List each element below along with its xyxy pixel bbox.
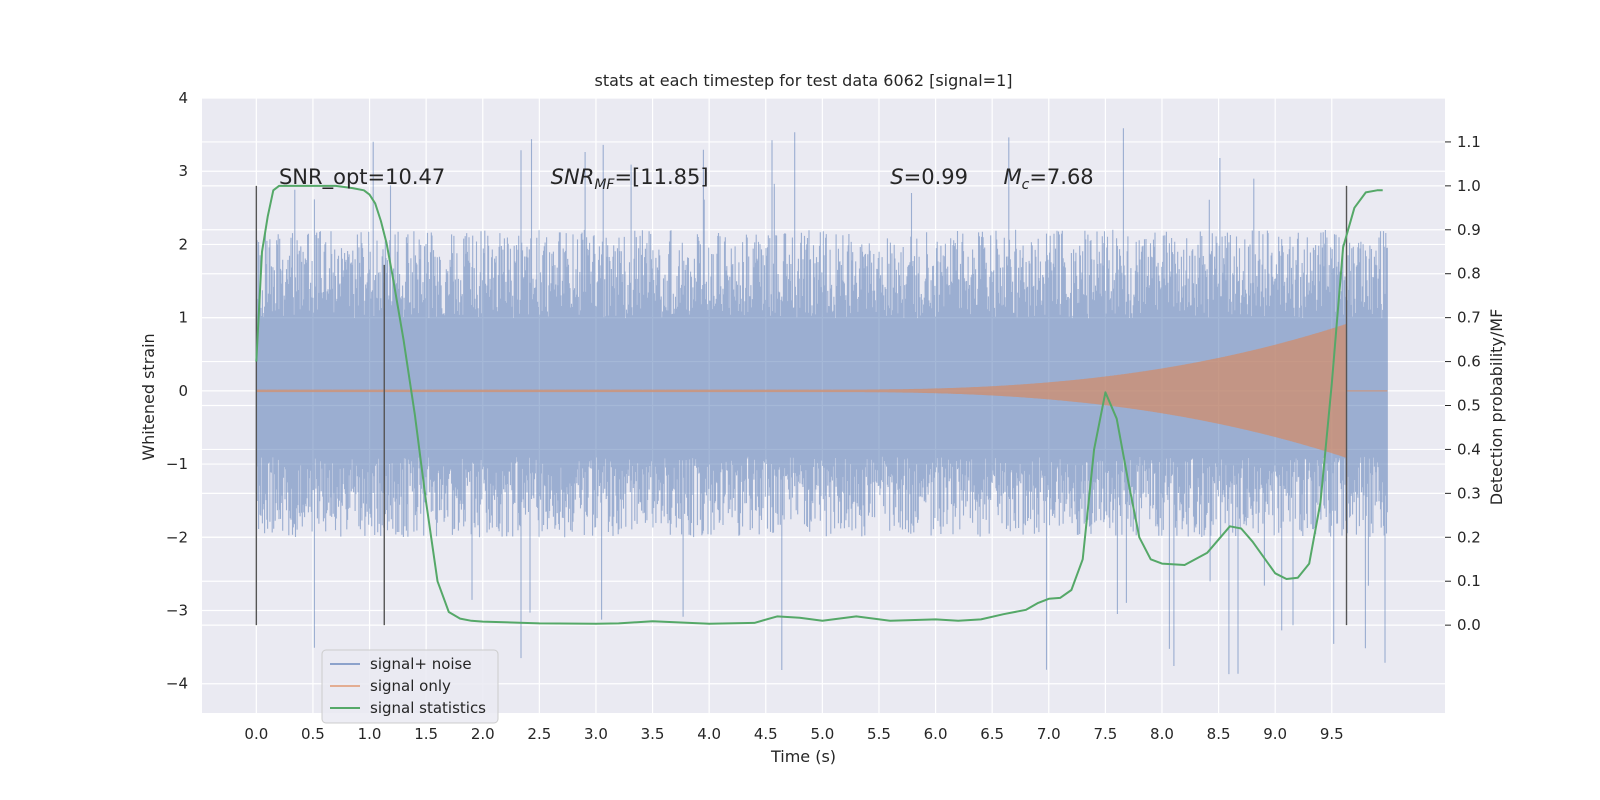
x-tick-label: 6.0: [924, 725, 948, 743]
x-tick-label: 4.5: [754, 725, 778, 743]
annotation: SNRMF=[11.85]: [551, 165, 709, 193]
x-tick-label: 3.0: [584, 725, 608, 743]
x-tick-label: 0.0: [244, 725, 268, 743]
y-tick-label: 3: [178, 162, 188, 180]
y-tick-label: −4: [166, 675, 188, 693]
y-tick-label: 4: [178, 89, 188, 107]
x-tick-label: 2.0: [471, 725, 495, 743]
x-tick-label: 9.5: [1320, 725, 1344, 743]
x-tick-label: 9.0: [1263, 725, 1287, 743]
x-tick-label: 6.5: [980, 725, 1004, 743]
legend-label: signal statistics: [370, 699, 486, 717]
y-tick-label: 2: [178, 235, 188, 253]
y2-tick-label: 0.9: [1457, 221, 1481, 239]
legend-label: signal only: [370, 677, 451, 695]
x-tick-label: 7.0: [1037, 725, 1061, 743]
x-tick-label: 2.5: [527, 725, 551, 743]
legend-label: signal+ noise: [370, 655, 472, 673]
y2-tick-label: 0.5: [1457, 397, 1481, 415]
x-tick-label: 1.5: [414, 725, 438, 743]
y2-tick-label: 0.7: [1457, 309, 1481, 327]
x-tick-label: 1.0: [358, 725, 382, 743]
legend: signal+ noise signal only signal statistic…: [321, 649, 499, 724]
tick-labels: 0.0 0.5 1.0 1.5 2.0 2.5 3.0 3.5 4.0 4.5 5.0 5.5 6.0 6…: [166, 89, 1481, 743]
y2-tick-label: 0.6: [1457, 353, 1481, 371]
vertical-markers: [255, 185, 1348, 626]
y-tick-label: 1: [178, 309, 188, 327]
y2-tick-label: 0.1: [1457, 572, 1481, 590]
series-signal-only: [255, 323, 1388, 486]
annotation: Mc=7.68: [1003, 165, 1093, 193]
legend-box: [321, 649, 499, 724]
x-tick-label: 7.5: [1093, 725, 1117, 743]
chart-title: stats at each timestep for test data 606…: [594, 71, 1012, 90]
y2-tick-label: 0.3: [1457, 484, 1481, 502]
y2-axis-label: Detection probability/MF: [1487, 309, 1506, 506]
x-tick-label: 4.0: [697, 725, 721, 743]
x-tick-label: 5.0: [810, 725, 834, 743]
y2-tick-label: 0.0: [1457, 616, 1481, 634]
annotations: SNR_opt=10.47 SNRMF=[11.85] S=0.99 Mc=7.68: [279, 165, 1094, 193]
y-axis-label: Whitened strain: [139, 333, 158, 460]
y-tick-label: −2: [166, 528, 188, 546]
y2-tick-label: 1.1: [1457, 133, 1481, 151]
x-tick-label: 0.5: [301, 725, 325, 743]
y2-tick-label: 0.4: [1457, 440, 1481, 458]
y2-tick-label: 1.0: [1457, 177, 1481, 195]
annotation: SNR_opt=10.47: [279, 165, 445, 190]
y2-tick-label: 0.8: [1457, 265, 1481, 283]
x-tick-label: 8.0: [1150, 725, 1174, 743]
annotation: S=0.99: [890, 165, 968, 189]
y-tick-label: 0: [178, 382, 188, 400]
signal-only-trace: [255, 323, 1388, 486]
x-tick-label: 5.5: [867, 725, 891, 743]
y2-tick-label: 0.2: [1457, 528, 1481, 546]
y-tick-label: −3: [166, 602, 188, 620]
x-axis-label: Time (s): [770, 747, 836, 766]
series-signal-statistics: [255, 184, 1383, 625]
x-tick-label: 8.5: [1207, 725, 1231, 743]
y-tick-label: −1: [166, 455, 188, 473]
signal-statistics-line: [255, 184, 1383, 625]
x-tick-label: 3.5: [641, 725, 665, 743]
